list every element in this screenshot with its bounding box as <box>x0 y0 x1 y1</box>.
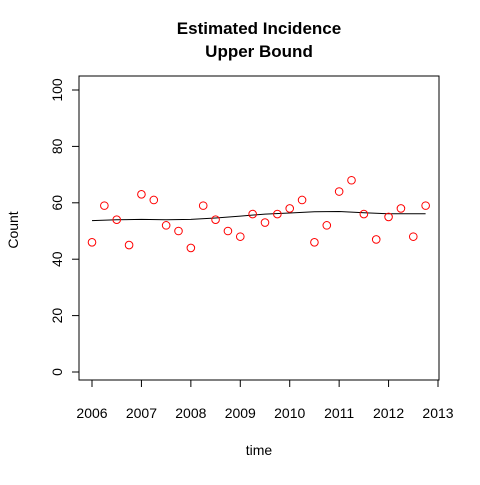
y-tick-label: 60 <box>49 195 65 211</box>
data-point <box>137 190 146 199</box>
data-point <box>334 187 344 196</box>
x-tick-label: 2009 <box>225 405 256 421</box>
y-axis-label: Count <box>5 211 21 248</box>
trend-layer <box>91 210 426 222</box>
data-point <box>322 221 332 230</box>
data-point <box>396 204 406 213</box>
x-tick-label: 2010 <box>274 405 305 421</box>
data-point <box>359 209 369 219</box>
y-tick-label: 100 <box>49 78 65 102</box>
chart-title-line-1: Estimated Incidence <box>177 19 341 38</box>
plot-frame <box>78 75 440 381</box>
data-point <box>248 209 257 219</box>
data-point <box>112 215 122 225</box>
data-point <box>223 226 233 236</box>
x-tick-label: 2011 <box>324 405 354 421</box>
data-point <box>260 218 270 227</box>
data-point <box>384 212 393 222</box>
data-point <box>310 237 319 247</box>
data-point <box>100 201 109 210</box>
data-point <box>149 195 159 205</box>
data-point <box>421 201 430 210</box>
x-tick-label: 2012 <box>373 405 404 421</box>
data-point <box>285 204 295 213</box>
data-point <box>198 201 208 210</box>
data-point <box>124 240 134 250</box>
data-point <box>87 237 97 247</box>
data-point <box>273 209 282 219</box>
data-point <box>186 243 196 253</box>
chart-title-line-2: Upper Bound <box>205 42 313 61</box>
y-tick-label: 0 <box>49 368 65 376</box>
data-point <box>235 232 245 241</box>
x-tick-label: 2013 <box>422 405 453 421</box>
x-tick-label: 2007 <box>126 405 157 421</box>
x-axis-label: time <box>246 442 273 458</box>
x-tick-label: 2008 <box>175 405 206 421</box>
data-point <box>211 215 220 225</box>
data-point <box>408 232 418 241</box>
points-layer <box>87 175 430 253</box>
y-tick-label: 40 <box>49 251 65 267</box>
data-point <box>297 195 307 205</box>
data-point <box>371 235 381 244</box>
x-axis: 2006 2007 2008 2009 2010 2011 2012 2013 <box>76 379 454 421</box>
y-axis: 0 20 40 60 80 100 <box>49 78 80 376</box>
data-point <box>174 226 183 236</box>
trend-line <box>91 210 426 222</box>
data-point <box>161 221 171 230</box>
y-tick-label: 20 <box>49 308 65 324</box>
x-tick-label: 2006 <box>76 405 107 421</box>
y-tick-label: 80 <box>49 138 65 154</box>
data-point <box>347 175 356 185</box>
